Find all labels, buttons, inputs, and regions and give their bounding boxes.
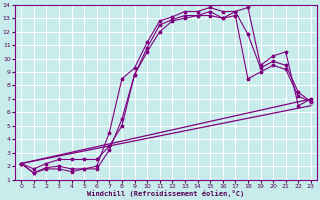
X-axis label: Windchill (Refroidissement éolien,°C): Windchill (Refroidissement éolien,°C)	[87, 190, 245, 197]
